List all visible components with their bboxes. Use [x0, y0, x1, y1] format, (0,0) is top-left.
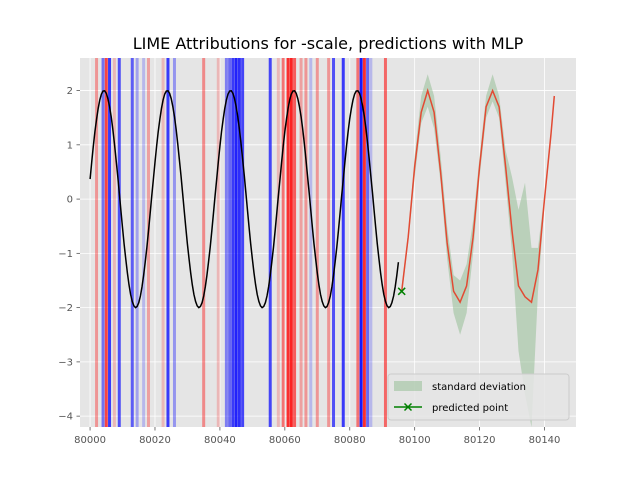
negative-attribution-band	[241, 58, 245, 427]
positive-attribution-band	[95, 58, 99, 427]
negative-attribution-band	[234, 58, 238, 427]
x-tick-label: 80140	[529, 435, 561, 446]
negative-attribution-band	[166, 58, 170, 427]
negative-attribution-band	[309, 58, 313, 427]
positive-attribution-band	[299, 58, 303, 427]
negative-attribution-band	[228, 58, 232, 427]
negative-attribution-band	[268, 58, 272, 427]
negative-attribution-band	[172, 58, 176, 427]
attribution-bands	[95, 58, 387, 427]
y-tick-label: −3	[58, 357, 73, 368]
legend-std-label: standard deviation	[432, 382, 526, 393]
x-tick-label: 80000	[74, 435, 106, 446]
positive-attribution-band	[104, 58, 108, 427]
negative-attribution-band	[341, 58, 345, 427]
positive-attribution-band	[289, 58, 293, 427]
negative-attribution-band	[101, 58, 105, 427]
y-tick-label: 0	[67, 195, 73, 206]
negative-attribution-band	[231, 58, 235, 427]
positive-attribution-band	[112, 58, 116, 427]
y-tick-label: −4	[58, 412, 73, 423]
x-tick-label: 80040	[204, 435, 236, 446]
negative-attribution-band	[142, 58, 146, 427]
negative-attribution-band	[366, 58, 370, 427]
x-tick-label: 80080	[334, 435, 366, 446]
negative-attribution-band	[369, 58, 373, 427]
legend-point-label: predicted point	[432, 403, 508, 414]
legend-point-marker	[403, 402, 413, 412]
history-series-line	[89, 89, 400, 309]
positive-attribution-band	[146, 58, 150, 427]
negative-attribution-band	[135, 58, 139, 427]
positive-attribution-band	[161, 58, 165, 427]
y-tick-label: 2	[67, 86, 73, 97]
predicted-point-marker	[397, 287, 406, 296]
positive-attribution-band	[327, 58, 331, 427]
legend: standard deviation predicted point	[387, 373, 570, 421]
negative-attribution-band	[332, 58, 336, 427]
negative-attribution-band	[359, 58, 363, 427]
tick-labels: 80000 80020 80040 80060 80080 80100 80120 80140…	[58, 86, 560, 446]
y-tick-label: 1	[67, 140, 73, 151]
positive-attribution-band	[276, 58, 280, 427]
prediction-series-line	[400, 87, 556, 304]
negative-attribution-band	[237, 58, 241, 427]
plot-area	[80, 58, 576, 427]
chart-title: LIME Attributions for -scale, prediction…	[133, 34, 524, 53]
x-tick-label: 80060	[269, 435, 301, 446]
legend-std-swatch	[394, 381, 422, 391]
positive-attribution-band	[281, 58, 285, 427]
legend-box	[387, 373, 570, 421]
x-tick-label: 80020	[139, 435, 171, 446]
positive-attribution-band	[202, 58, 206, 427]
x-tick-label: 80120	[464, 435, 496, 446]
positive-attribution-band	[362, 58, 366, 427]
positive-attribution-band	[304, 58, 308, 427]
negative-attribution-band	[117, 58, 121, 427]
negative-attribution-band	[224, 58, 228, 427]
positive-attribution-band	[286, 58, 290, 427]
positive-attribution-band	[293, 58, 297, 427]
positive-attribution-band	[216, 58, 220, 427]
x-tick-label: 80100	[399, 435, 431, 446]
y-tick-label: −2	[58, 303, 73, 314]
positive-attribution-band	[315, 58, 319, 427]
negative-attribution-band	[130, 58, 134, 427]
positive-attribution-band	[383, 58, 387, 427]
positive-attribution-band	[356, 58, 360, 427]
negative-attribution-band	[108, 58, 112, 427]
y-tick-label: −1	[58, 249, 73, 260]
series-layer	[89, 74, 556, 428]
